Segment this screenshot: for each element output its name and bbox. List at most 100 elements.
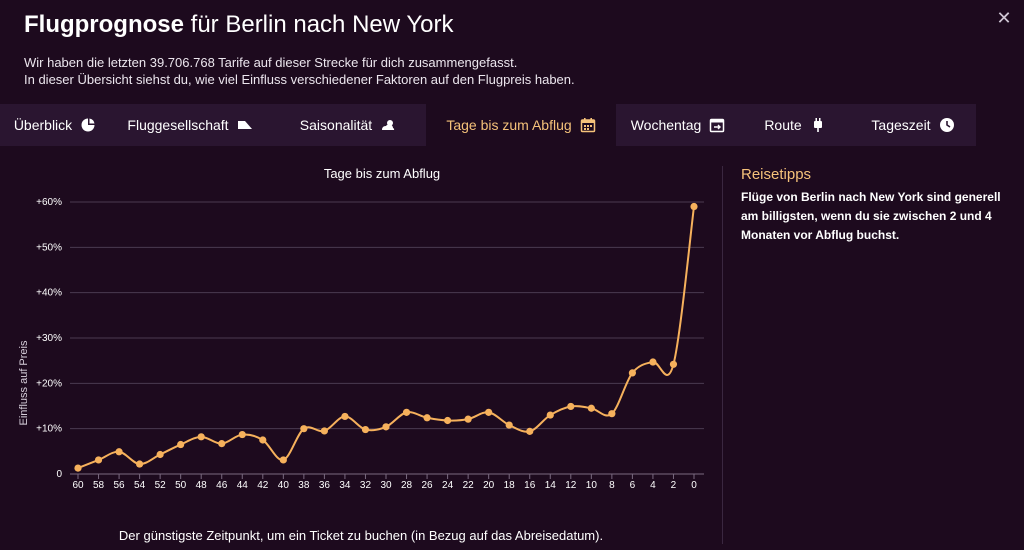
x-tick-label: 38 — [298, 480, 310, 491]
data-point[interactable] — [608, 410, 616, 418]
x-tick-label: 48 — [196, 480, 208, 491]
page-title-rest: für Berlin nach New York — [190, 11, 454, 38]
data-point[interactable] — [587, 404, 595, 412]
tab-label: Überblick — [13, 117, 73, 133]
x-tick-label: 20 — [483, 480, 495, 491]
x-tick-label: 26 — [422, 480, 434, 491]
x-tick-label: 60 — [72, 480, 84, 491]
x-tick-label: 44 — [237, 480, 249, 491]
data-point[interactable] — [341, 412, 349, 421]
calendar-week-icon — [710, 118, 725, 133]
x-tick-label: 56 — [114, 480, 126, 491]
data-point[interactable] — [464, 415, 472, 423]
data-point[interactable] — [485, 408, 493, 416]
tab-label: Wochentag — [630, 117, 702, 133]
tab-days-until-departure[interactable]: Tage bis zum Abflug — [426, 104, 616, 146]
page-title: Flugprognose für Berlin nach New York — [24, 10, 964, 40]
data-point[interactable] — [300, 425, 308, 433]
days-until-departure-chart: Tage bis zum Abflug Einfluss auf Preis 0… — [18, 166, 704, 491]
y-tick-labels: 0 +10% +20% +30% +40% +50% +60% — [36, 197, 62, 480]
travel-tips-title: Reisetipps — [741, 166, 812, 183]
data-point[interactable] — [177, 440, 185, 449]
data-point[interactable] — [320, 427, 328, 435]
pie-chart-icon — [81, 118, 96, 132]
tab-label: Saisonalität — [299, 117, 373, 133]
data-point[interactable] — [382, 423, 390, 431]
tab-weekday[interactable]: Wochentag — [616, 104, 740, 146]
data-point[interactable] — [238, 430, 246, 439]
data-point[interactable] — [94, 456, 103, 464]
tab-airline[interactable]: Fluggesellschaft — [110, 104, 270, 146]
content-divider — [722, 166, 723, 544]
y-tick-label: +20% — [36, 378, 62, 389]
travel-tips-text: Flüge von Berlin nach New York sind gene… — [741, 190, 1001, 242]
description-line-2: In dieser Übersicht siehst du, wie viel … — [24, 72, 575, 87]
x-tick-label: 0 — [691, 480, 697, 491]
x-tick-label: 42 — [257, 480, 269, 491]
data-point[interactable] — [115, 448, 123, 456]
x-tick-label: 32 — [360, 480, 372, 491]
x-tick-label: 52 — [155, 480, 167, 491]
tab-overview[interactable]: Überblick — [0, 104, 110, 146]
x-tick-label: 54 — [134, 480, 146, 491]
data-point[interactable] — [423, 414, 431, 422]
x-tick-label: 22 — [463, 480, 475, 491]
y-tick-label: +50% — [36, 242, 62, 253]
data-point[interactable] — [136, 460, 144, 468]
x-tick-label: 46 — [216, 480, 228, 491]
airplane-tail-icon — [237, 121, 252, 129]
data-point[interactable] — [156, 450, 164, 459]
x-tick-labels: 60 58 56 54 52 50 48 46 44 42 40 38 36 34 32 30 28 26 24 22… — [72, 474, 697, 491]
description-line-1: Wir haben die letzten 39.706.768 Tarife … — [24, 55, 518, 70]
x-tick-label: 30 — [380, 480, 392, 491]
data-point[interactable] — [546, 411, 554, 419]
data-point[interactable] — [690, 202, 698, 211]
page-description: Wir haben die letzten 39.706.768 Tarife … — [24, 54, 964, 88]
y-tick-label: +10% — [36, 424, 62, 435]
data-point[interactable] — [669, 360, 678, 368]
data-point[interactable] — [74, 464, 82, 472]
x-tick-label: 36 — [319, 480, 331, 491]
data-point[interactable] — [197, 433, 205, 441]
data-point[interactable] — [444, 416, 452, 425]
tab-label: Fluggesellschaft — [127, 117, 229, 133]
tab-label: Tage bis zum Abflug — [446, 117, 572, 133]
x-tick-label: 2 — [671, 480, 677, 491]
data-point[interactable] — [505, 421, 513, 429]
data-point[interactable] — [628, 369, 637, 377]
data-point[interactable] — [526, 427, 534, 435]
y-tick-label: 0 — [56, 469, 62, 480]
y-tick-label: +30% — [36, 333, 62, 344]
data-point[interactable] — [649, 358, 657, 366]
tab-seasonality[interactable]: Saisonalität — [270, 104, 426, 146]
tab-route[interactable]: Route — [740, 104, 850, 146]
tab-time-of-day[interactable]: Tageszeit — [850, 104, 976, 146]
x-tick-label: 18 — [504, 480, 516, 491]
data-point[interactable] — [218, 440, 226, 448]
clock-icon — [939, 118, 954, 132]
x-tick-label: 16 — [524, 480, 536, 491]
data-point[interactable] — [402, 408, 411, 416]
x-tick-label: 8 — [609, 480, 615, 491]
chart-title: Tage bis zum Abflug — [324, 166, 440, 181]
y-tick-label: +40% — [36, 288, 62, 299]
data-points — [74, 202, 698, 472]
data-point[interactable] — [361, 425, 370, 434]
x-tick-label: 10 — [586, 480, 598, 491]
data-point[interactable] — [279, 456, 287, 464]
grid-lines — [70, 201, 704, 475]
tab-label: Tageszeit — [871, 117, 931, 133]
route-plug-icon — [813, 118, 822, 132]
x-tick-label: 58 — [93, 480, 105, 491]
y-axis-label: Einfluss auf Preis — [18, 340, 30, 425]
x-tick-label: 28 — [401, 480, 413, 491]
x-tick-label: 14 — [545, 480, 557, 491]
data-point[interactable] — [259, 436, 267, 444]
tab-bar: Überblick Fluggesellschaft Saisonalität … — [0, 104, 976, 146]
calendar-icon — [580, 118, 595, 133]
y-tick-label: +60% — [36, 197, 62, 208]
close-icon[interactable]: ✕ — [996, 8, 1012, 28]
tab-label: Route — [764, 117, 802, 133]
data-point[interactable] — [567, 402, 575, 411]
x-tick-label: 12 — [565, 480, 577, 491]
